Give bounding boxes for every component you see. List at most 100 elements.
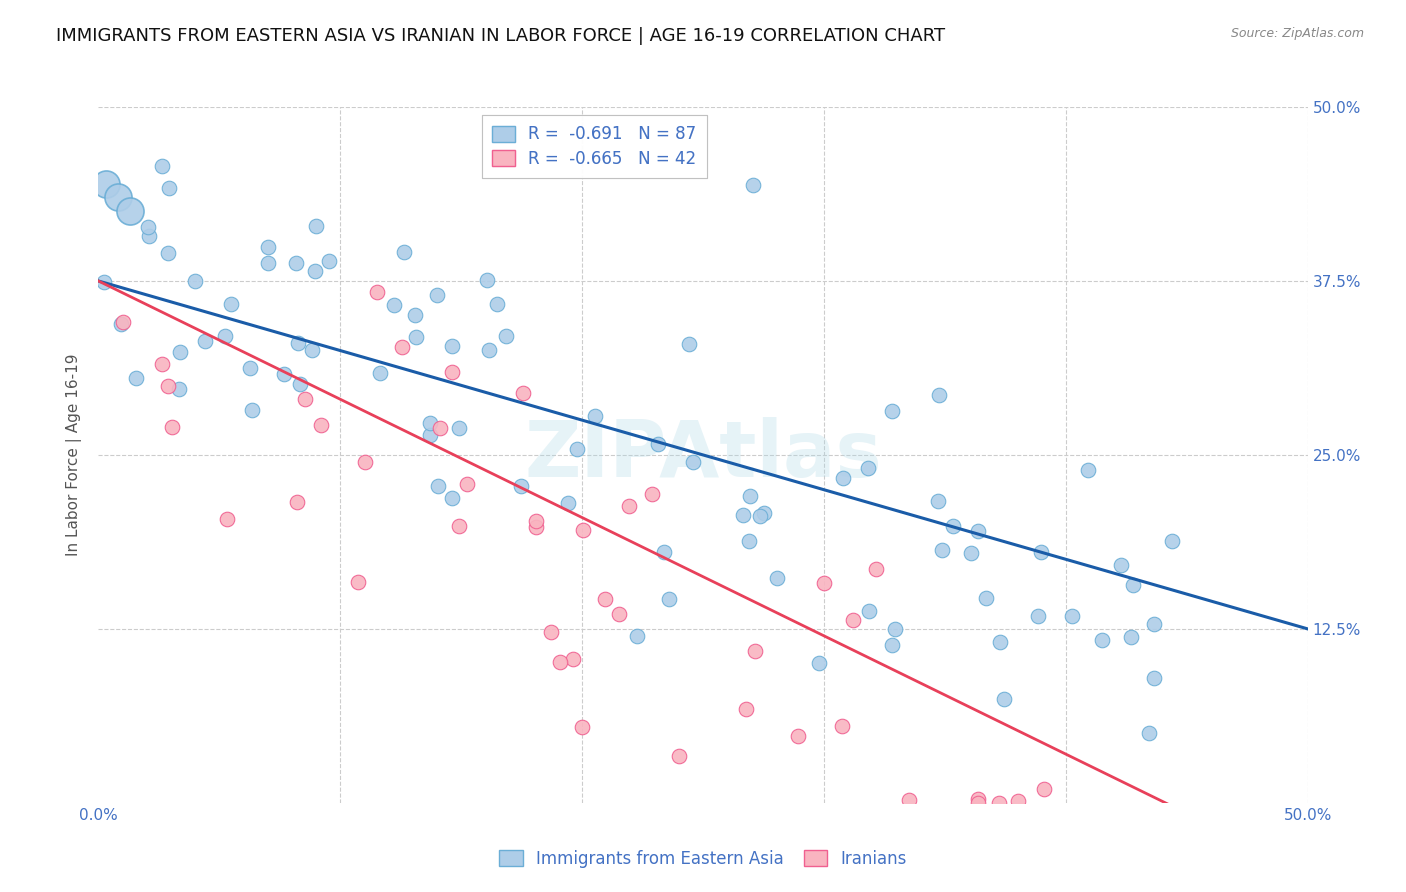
Point <box>880 638 903 652</box>
Point <box>813 575 835 590</box>
Point <box>447 519 470 533</box>
Point <box>856 461 879 475</box>
Point <box>93 275 115 289</box>
Point <box>1137 726 1160 740</box>
Point <box>1077 463 1099 477</box>
Point <box>831 719 853 733</box>
Point <box>928 388 950 402</box>
Point <box>257 256 280 270</box>
Point <box>682 455 704 469</box>
Point <box>927 493 949 508</box>
Point <box>993 692 1015 706</box>
Y-axis label: In Labor Force | Age 16-19: In Labor Force | Age 16-19 <box>66 353 83 557</box>
Text: ZIPAtlas: ZIPAtlas <box>524 417 882 493</box>
Point <box>1161 533 1184 548</box>
Point <box>447 421 470 435</box>
Point <box>285 495 308 509</box>
Point <box>125 371 148 385</box>
Point <box>94 177 117 191</box>
Point <box>136 220 159 235</box>
Point <box>219 297 242 311</box>
Point <box>884 623 907 637</box>
Point <box>557 495 579 509</box>
Point <box>1119 631 1142 645</box>
Point <box>512 385 534 400</box>
Point <box>441 365 464 379</box>
Point <box>107 190 129 204</box>
Point <box>475 273 498 287</box>
Point <box>583 409 606 424</box>
Point <box>593 591 616 606</box>
Point <box>967 792 990 806</box>
Point <box>477 343 499 357</box>
Point <box>754 506 776 520</box>
Point <box>765 571 787 585</box>
Point <box>273 367 295 381</box>
Point <box>309 418 332 433</box>
Point <box>382 298 405 312</box>
Point <box>654 544 676 558</box>
Point <box>641 487 664 501</box>
Text: Source: ZipAtlas.com: Source: ZipAtlas.com <box>1230 27 1364 40</box>
Point <box>285 255 308 269</box>
Point <box>562 652 585 666</box>
Point <box>183 274 205 288</box>
Point <box>548 655 571 669</box>
Point <box>1029 545 1052 559</box>
Point <box>138 229 160 244</box>
Point <box>1142 671 1164 685</box>
Point <box>540 624 562 639</box>
Point <box>495 328 517 343</box>
Point <box>404 308 426 322</box>
Point <box>808 656 831 670</box>
Point <box>441 339 464 353</box>
Point <box>111 314 134 328</box>
Point <box>842 613 865 627</box>
Point <box>1091 632 1114 647</box>
Legend: Immigrants from Eastern Asia, Iranians: Immigrants from Eastern Asia, Iranians <box>492 844 914 875</box>
Point <box>305 219 328 234</box>
Point <box>486 296 509 310</box>
Point <box>426 287 449 301</box>
Point <box>960 546 983 560</box>
Point <box>882 404 904 418</box>
Point <box>392 244 415 259</box>
Point <box>257 240 280 254</box>
Point <box>301 343 323 357</box>
Point <box>1109 558 1132 572</box>
Point <box>931 543 953 558</box>
Point <box>288 377 311 392</box>
Point <box>966 796 988 810</box>
Point <box>571 720 593 734</box>
Point <box>441 491 464 505</box>
Point <box>150 159 173 173</box>
Point <box>988 635 1011 649</box>
Point <box>738 533 761 548</box>
Point <box>865 562 887 576</box>
Point <box>974 591 997 605</box>
Point <box>832 471 855 485</box>
Point <box>419 416 441 430</box>
Point <box>214 329 236 343</box>
Point <box>1122 578 1144 592</box>
Point <box>347 575 370 590</box>
Point <box>658 591 681 606</box>
Point <box>405 330 427 344</box>
Point <box>318 253 340 268</box>
Point <box>118 204 141 219</box>
Point <box>1007 794 1029 808</box>
Point <box>741 178 763 192</box>
Point <box>418 428 440 442</box>
Point <box>304 264 326 278</box>
Text: IMMIGRANTS FROM EASTERN ASIA VS IRANIAN IN LABOR FORCE | AGE 16-19 CORRELATION C: IMMIGRANTS FROM EASTERN ASIA VS IRANIAN … <box>56 27 945 45</box>
Point <box>626 629 648 643</box>
Point <box>967 524 990 538</box>
Point <box>988 796 1011 810</box>
Point <box>157 379 180 393</box>
Point <box>942 518 965 533</box>
Point <box>1143 616 1166 631</box>
Point <box>607 607 630 622</box>
Point <box>748 508 770 523</box>
Legend: R =  -0.691   N = 87, R =  -0.665   N = 42: R = -0.691 N = 87, R = -0.665 N = 42 <box>482 115 707 178</box>
Point <box>744 643 766 657</box>
